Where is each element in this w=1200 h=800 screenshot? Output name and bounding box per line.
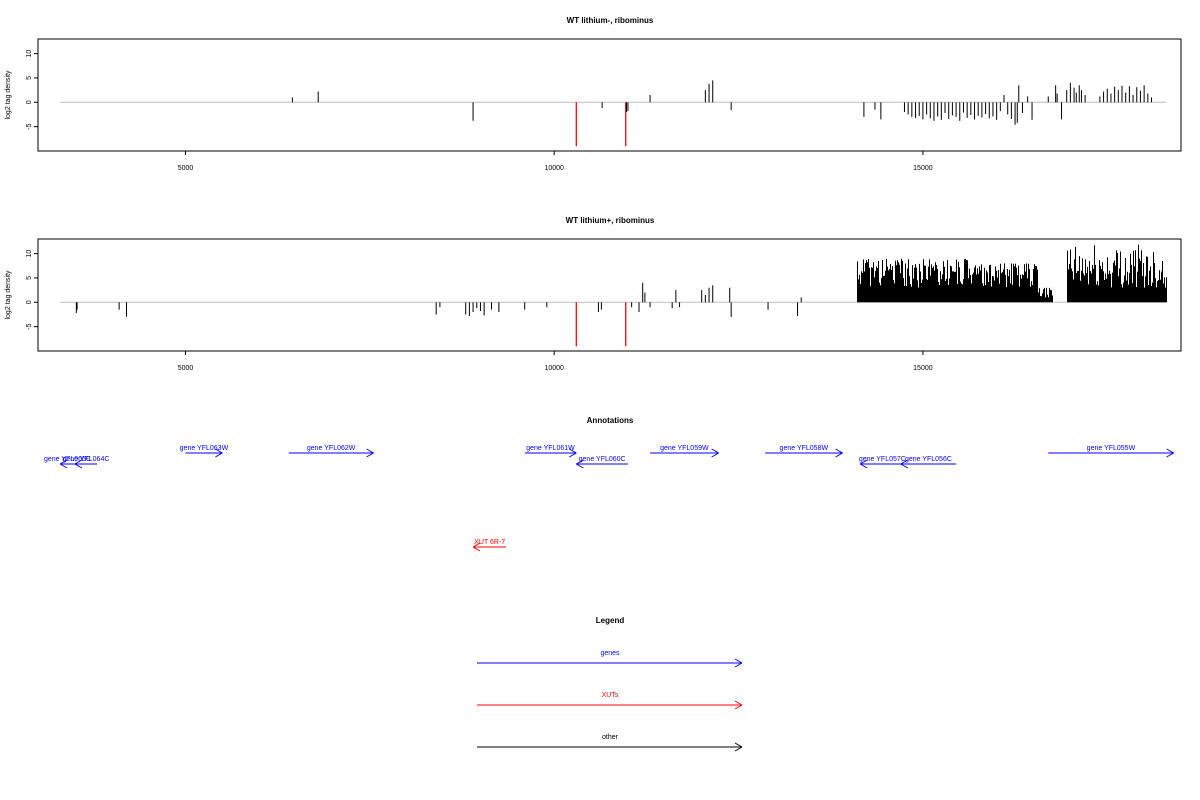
legend-arrow-other-head bbox=[734, 742, 743, 748]
y-tick-label: 5 bbox=[26, 76, 33, 80]
gene-arrow-head bbox=[215, 448, 223, 454]
gene-arrow-head bbox=[569, 452, 577, 458]
gene-arrow bbox=[765, 448, 843, 458]
xut-arrow bbox=[472, 542, 507, 552]
legend-arrow-xuts bbox=[477, 700, 743, 710]
panel-lithium-minus: WT lithium-, ribominus log2 tag density … bbox=[5, 16, 1182, 172]
gene-arrow bbox=[59, 459, 75, 469]
legend-arrow-genes-head bbox=[734, 658, 743, 664]
x-tick-label: 15000 bbox=[913, 165, 933, 172]
panel-1-frame bbox=[37, 38, 1182, 152]
gene-arrow bbox=[74, 459, 97, 469]
gene-arrow-head bbox=[366, 452, 374, 458]
legend-title: Legend bbox=[596, 616, 625, 625]
legend-arrow-xuts-head bbox=[734, 700, 743, 706]
gene-arrow-head bbox=[59, 459, 68, 465]
gene-arrow-head bbox=[900, 463, 909, 469]
gene-arrow bbox=[859, 459, 905, 469]
gene-arrow bbox=[1048, 448, 1174, 458]
gene-arrow-head bbox=[900, 459, 909, 465]
legend-arrow-other bbox=[477, 742, 743, 752]
x-tick-label: 15000 bbox=[913, 365, 933, 372]
panel-1-x-axis: 5000 10000 15000 bbox=[178, 151, 933, 172]
gene-label: gene YFL062W bbox=[307, 445, 356, 452]
panel-1-y-axis: 10 5 0 -5 bbox=[26, 50, 38, 130]
legend-label: XUTs bbox=[602, 692, 619, 699]
gene-arrow-head bbox=[859, 463, 868, 469]
gene-arrow-head bbox=[859, 459, 868, 465]
gene-arrow-head bbox=[1166, 448, 1174, 454]
xut-arrow-head bbox=[472, 546, 481, 552]
gene-arrow bbox=[185, 448, 223, 458]
gene-arrow-head bbox=[366, 448, 374, 454]
gene-label: gene YFL055W bbox=[1087, 445, 1136, 452]
gene-label: gene YFL056C bbox=[905, 456, 952, 463]
gene-arrow bbox=[900, 459, 957, 469]
gene-label: gene YFL059W bbox=[660, 445, 709, 452]
panel-2-signal-bars bbox=[75, 244, 1167, 347]
panel-1-signal-bars bbox=[291, 80, 1153, 147]
legend-arrow-xuts-head bbox=[734, 704, 743, 710]
panel-lithium-plus: WT lithium+, ribominus log2 tag density … bbox=[5, 216, 1182, 372]
x-tick-label: 5000 bbox=[178, 365, 194, 372]
gene-arrow bbox=[650, 448, 719, 458]
y-tick-label: 10 bbox=[26, 50, 33, 58]
legend-label: genes bbox=[600, 650, 620, 657]
gene-label: gene YFL060C bbox=[579, 456, 626, 463]
y-tick-label: -5 bbox=[26, 323, 33, 329]
gene-label: gene YFL063W bbox=[180, 445, 229, 452]
gene-arrow bbox=[524, 448, 577, 458]
gene-arrow-head bbox=[576, 459, 584, 465]
legend-entries: genes XUTs other bbox=[477, 650, 743, 752]
y-tick-label: 0 bbox=[26, 300, 33, 304]
gene-arrow bbox=[576, 459, 628, 469]
y-tick-label: 10 bbox=[26, 250, 33, 258]
legend-arrow-genes-head bbox=[734, 662, 743, 668]
gene-arrow-head bbox=[59, 463, 68, 469]
y-tick-label: 5 bbox=[26, 276, 33, 280]
gene-arrow-head bbox=[569, 448, 577, 454]
gene-arrow-head bbox=[74, 463, 83, 469]
gene-label: gene YFL057C bbox=[859, 456, 906, 463]
x-tick-label: 5000 bbox=[178, 165, 194, 172]
gene-arrow-head bbox=[215, 452, 223, 458]
gene-arrow-head bbox=[835, 452, 843, 458]
y-tick-label: 0 bbox=[26, 100, 33, 104]
y-tick-label: -5 bbox=[26, 123, 33, 129]
x-tick-label: 10000 bbox=[544, 365, 564, 372]
gene-arrow bbox=[288, 448, 374, 458]
x-tick-label: 10000 bbox=[544, 165, 564, 172]
xut-label: XUT 6R-7 bbox=[474, 539, 505, 546]
panel-2-y-axis-label: log2 tag density bbox=[5, 270, 12, 320]
gene-label: gene YFL058W bbox=[780, 445, 829, 452]
gene-arrow-head bbox=[711, 448, 719, 454]
panel-2-x-axis: 5000 10000 15000 bbox=[178, 351, 933, 372]
xut-annotations: XUT 6R-7 bbox=[472, 539, 507, 552]
gene-arrow-head bbox=[1166, 452, 1174, 458]
panel-1-y-axis-label: log2 tag density bbox=[5, 70, 12, 120]
gene-arrow-head bbox=[835, 448, 843, 454]
annotations-title: Annotations bbox=[587, 416, 634, 425]
legend-arrow-genes bbox=[477, 658, 743, 668]
legend-arrow-other-head bbox=[734, 746, 743, 752]
gene-arrow-head bbox=[74, 459, 83, 465]
panel-2-title: WT lithium+, ribominus bbox=[566, 216, 655, 225]
gene-arrow-head bbox=[576, 463, 584, 469]
gene-arrow-head bbox=[711, 452, 719, 458]
legend: Legend genes XUTs other bbox=[477, 616, 743, 752]
gene-label: gene YFL061W bbox=[526, 445, 575, 452]
gene-label: gene YFL064C bbox=[62, 456, 109, 463]
gene-label: gene YFL065C bbox=[44, 456, 91, 463]
panel-1-title: WT lithium-, ribominus bbox=[567, 16, 654, 25]
panel-2-y-axis: 10 5 0 -5 bbox=[26, 250, 38, 330]
legend-label: other bbox=[602, 734, 619, 741]
xut-arrow-head bbox=[472, 542, 481, 548]
panel-2-frame bbox=[37, 238, 1182, 352]
